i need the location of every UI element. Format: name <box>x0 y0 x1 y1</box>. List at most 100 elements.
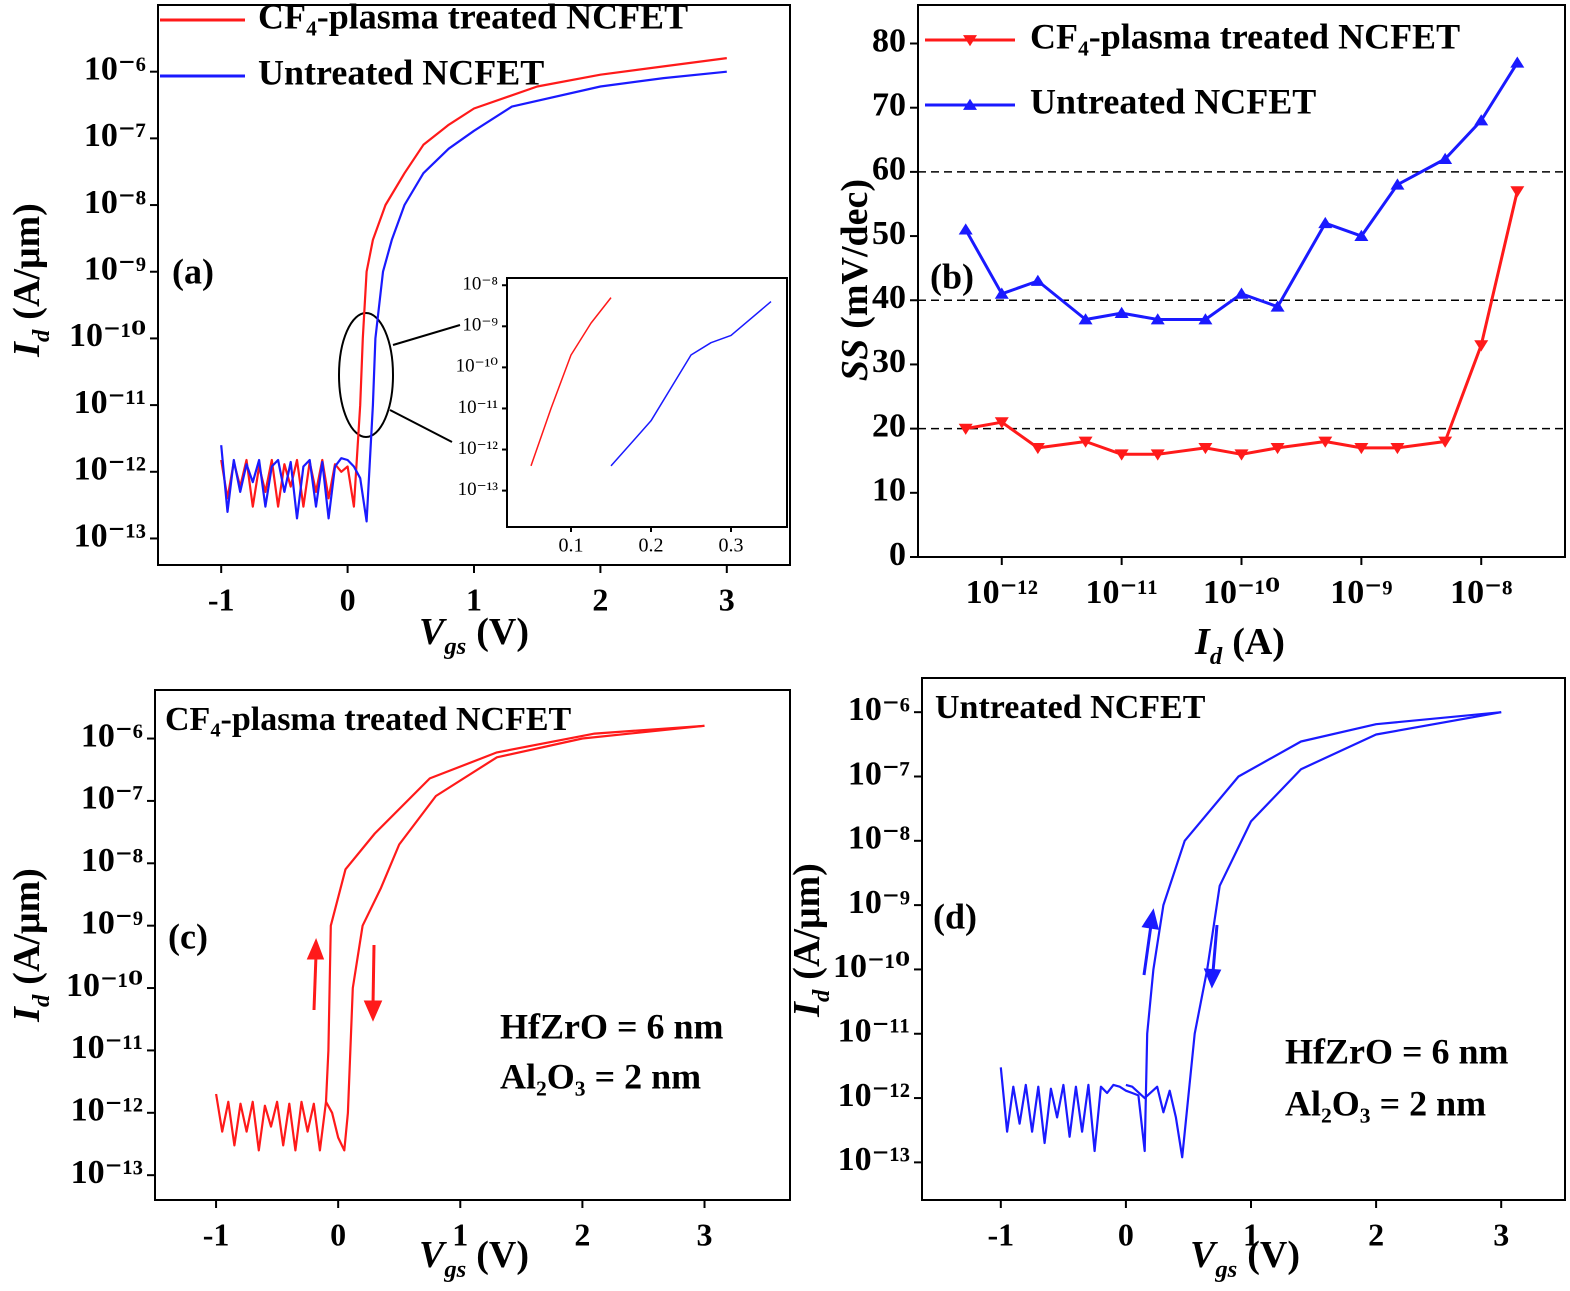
marker <box>1390 178 1405 190</box>
plot-frame <box>506 277 788 528</box>
arrow-head <box>363 1000 383 1022</box>
plot-frame <box>921 677 1566 1201</box>
y-tick-label: 10⁻¹² <box>74 451 146 488</box>
marker <box>958 423 973 435</box>
y-tick-label: 10⁻¹³ <box>838 1141 910 1178</box>
marker <box>1318 436 1333 448</box>
y-tick-label: 10⁻¹² <box>71 1092 143 1129</box>
y-tick-label: 10⁻⁶ <box>84 50 146 87</box>
axis-unit: (A/μm) <box>6 868 48 985</box>
marker <box>1198 442 1213 455</box>
axis-subscript: d <box>808 989 835 1002</box>
marker <box>1234 287 1249 299</box>
y-tick-label: 10⁻¹³ <box>458 479 499 500</box>
x-tick-label: 1 <box>466 581 482 617</box>
y-axis-label: Id (A/μm) <box>6 203 55 358</box>
x-tick-label: 10⁻⁹ <box>1330 574 1392 611</box>
x-axis-label: Vgs (V) <box>419 1234 529 1283</box>
legend-marker <box>963 35 977 47</box>
annotation: HfZrO = 6 nm <box>1285 1031 1509 1071</box>
x-axis-label: Id (A) <box>1194 621 1285 670</box>
marker <box>1354 229 1369 241</box>
arrow-down <box>371 944 376 1006</box>
marker <box>1510 186 1525 198</box>
legend-label: Untreated NCFET <box>1030 81 1316 121</box>
marker <box>1234 449 1249 461</box>
marker <box>958 223 973 235</box>
y-tick-label: 10⁻⁸ <box>84 184 146 221</box>
marker <box>1354 442 1369 455</box>
marker <box>1438 152 1453 164</box>
y-tick-label: 10⁻¹⁰ <box>456 356 499 377</box>
marker <box>1390 442 1405 455</box>
y-tick-label: 10⁻⁹ <box>84 251 146 288</box>
y-tick-label: 10⁻⁹ <box>848 884 910 921</box>
annotation: Al₂O₃ = 2 nm <box>500 1056 701 1096</box>
y-tick-label: 50 <box>872 215 906 252</box>
y-tick-label: 10⁻¹³ <box>71 1154 143 1191</box>
series-line <box>610 301 772 467</box>
axis-symbol: I <box>1194 621 1211 663</box>
y-tick-label: 10⁻⁹ <box>81 904 143 941</box>
axis-symbol: V <box>419 611 447 653</box>
y-tick-label: 30 <box>872 343 906 380</box>
y-tick-label: 70 <box>872 86 906 123</box>
legend-label: Untreated NCFET <box>258 52 544 92</box>
y-tick-label: 10⁻¹² <box>838 1077 910 1114</box>
series-line <box>999 711 1502 1153</box>
y-tick-label: 10⁻¹⁰ <box>833 948 910 985</box>
y-tick-label: 10 <box>872 472 906 509</box>
panel-label: (b) <box>930 256 974 296</box>
marker <box>1030 274 1045 286</box>
x-tick-label: 3 <box>1493 1216 1509 1252</box>
axis-symbol: SS <box>834 339 876 381</box>
x-tick-label: 2 <box>1368 1216 1384 1252</box>
plot-frame <box>154 689 791 1201</box>
arrow-head <box>1203 968 1222 989</box>
axis-unit: (A/μm) <box>6 203 48 320</box>
x-tick-label: -1 <box>208 581 235 617</box>
zoom-ellipse <box>338 312 394 438</box>
y-tick-label: 80 <box>872 22 906 59</box>
y-tick-label: 10⁻¹⁰ <box>69 317 146 354</box>
x-tick-label: 3 <box>719 581 735 617</box>
x-tick-label: 1 <box>1243 1216 1259 1252</box>
axis-symbol: I <box>786 1001 828 1018</box>
series-line <box>1125 711 1502 1159</box>
annotation: HfZrO = 6 nm <box>500 1006 724 1046</box>
marker <box>1078 436 1093 448</box>
y-tick-label: 10⁻⁸ <box>462 274 498 295</box>
axis-symbol: V <box>419 1234 447 1276</box>
zoom-connector <box>389 409 453 443</box>
x-tick-label: 3 <box>697 1216 713 1252</box>
axis-unit: (V) <box>1247 1234 1300 1276</box>
marker <box>1114 306 1129 318</box>
legend-label: CF₄-plasma treated NCFET <box>258 0 688 36</box>
axis-subscript: gs <box>443 1256 466 1283</box>
marker <box>994 417 1009 429</box>
y-axis-label: SS (mV/dec) <box>834 179 876 381</box>
legend-marker <box>963 98 977 110</box>
x-tick-label: 10⁻¹¹ <box>1085 574 1157 611</box>
series-line <box>325 724 705 1152</box>
panel-label: (d) <box>933 896 977 936</box>
axis-subscript: d <box>28 329 55 342</box>
series-line <box>530 297 612 467</box>
axis-symbol: V <box>1190 1234 1218 1276</box>
arrow-up <box>1142 924 1153 976</box>
marker <box>1198 313 1213 325</box>
series-line <box>215 724 705 1152</box>
x-tick-label: 0.3 <box>719 535 744 557</box>
series-line <box>220 70 727 523</box>
marker <box>1474 340 1489 352</box>
y-tick-label: 10⁻¹¹ <box>458 397 499 418</box>
axis-subscript: d <box>28 994 55 1007</box>
marker <box>1318 216 1333 229</box>
axis-symbol: I <box>6 341 48 358</box>
axis-unit: (A) <box>1232 621 1285 663</box>
x-tick-label: 0 <box>1118 1216 1134 1252</box>
y-tick-label: 10⁻⁷ <box>81 780 143 817</box>
y-tick-label: 10⁻⁸ <box>848 820 910 857</box>
marker <box>1270 300 1285 312</box>
